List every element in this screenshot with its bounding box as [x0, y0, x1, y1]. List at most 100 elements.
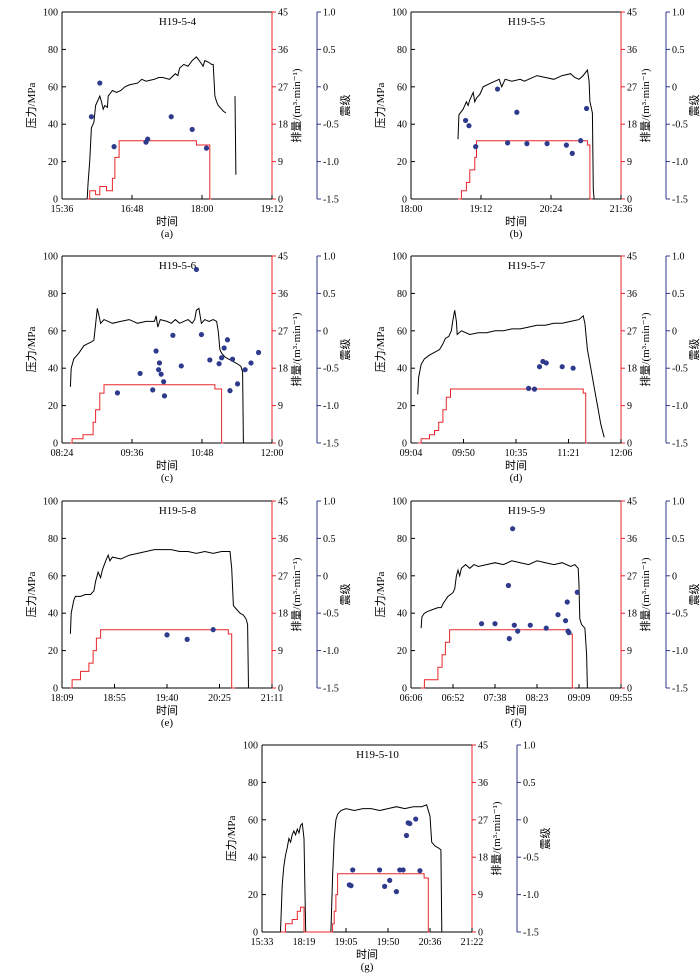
magnitude-tick-label: -1.0 [672, 157, 688, 168]
magnitude-point [569, 150, 575, 156]
rate-tick-label: 36 [627, 45, 637, 56]
rate-line [87, 140, 212, 200]
magnitude-point [153, 348, 159, 354]
pressure-line [234, 96, 237, 175]
x-tick-label: 18:00 [191, 204, 214, 215]
x-tick-label: 19:05 [335, 937, 358, 948]
rate-line [70, 629, 235, 689]
magnitude-tick-label: -1.0 [672, 401, 688, 412]
y-tick-label: 100 [392, 497, 407, 508]
rate-tick-label: 9 [627, 646, 632, 657]
magnitude-point [463, 117, 469, 124]
rate-tick-label: 18 [627, 120, 637, 131]
magnitude-tick-label: -1.0 [523, 890, 539, 901]
magnitude-tick-label: -1.0 [323, 157, 339, 168]
y-tick-label: 100 [243, 741, 258, 752]
magnitude-point [407, 820, 413, 827]
rate-tick-label: 18 [478, 853, 488, 864]
magnitude-tick-label: -0.5 [672, 120, 688, 131]
magnitude-tick-label: -1.5 [323, 684, 339, 695]
x-axis-title: 时间 [356, 948, 378, 961]
x-tick-label: 21:11 [261, 693, 283, 704]
rate-tick-label: 45 [627, 497, 637, 508]
rate-line [70, 384, 224, 444]
rate-tick-label: 27 [627, 82, 637, 93]
rate-tick-label: 27 [627, 326, 637, 337]
y-tick-label: 20 [48, 646, 58, 657]
y-tick-label: 0 [53, 684, 58, 695]
magnitude-tick-label: 1.0 [323, 497, 336, 508]
rate-tick-label: 18 [278, 609, 288, 620]
rate-tick-label: 45 [627, 252, 637, 263]
rate-tick-label: 18 [278, 120, 288, 131]
magnitude-point [543, 360, 549, 366]
x-axis-title: 时间 [505, 459, 527, 472]
x-axis-title: 时间 [156, 704, 178, 717]
rate-tick-label: 36 [478, 778, 488, 789]
pressure-axis-title: 压力/MPa [374, 82, 387, 128]
magnitude-axis-title: 震级 [688, 584, 700, 606]
magnitude-point [393, 889, 399, 895]
panel-f: 0 20 40 60 80 100 0 9 18 27 36 45 -1.5 -1.0 -0.5 0 0.5 1.… [374, 497, 700, 730]
magnitude-point [156, 360, 163, 366]
magnitude-point [583, 105, 590, 112]
magnitude-point [514, 109, 520, 115]
rate-tick-label: 9 [278, 157, 283, 168]
magnitude-point [207, 357, 213, 363]
magnitude-tick-label: 0 [672, 571, 677, 582]
y-tick-label: 40 [397, 120, 407, 131]
magnitude-tick-label: 0.5 [672, 45, 685, 56]
magnitude-point [466, 123, 472, 129]
magnitude-point [97, 80, 103, 86]
magnitude-axis-title: 震级 [339, 584, 352, 606]
panel-title: H19-5-7 [508, 260, 546, 272]
x-tick-label: 09:36 [121, 448, 144, 459]
panel-b: 0 20 40 60 80 100 0 9 18 27 36 45 -1.5 -1.0 -0.5 0 0.5 1.… [374, 8, 700, 241]
magnitude-point [221, 345, 227, 351]
y-tick-label: 100 [43, 252, 58, 263]
rate-tick-label: 45 [478, 741, 488, 752]
magnitude-point [387, 877, 393, 883]
rate-axis-title: 排量/(m³·min⁻¹) [489, 801, 503, 875]
magnitude-point [114, 390, 121, 396]
rate-tick-label: 18 [278, 364, 288, 375]
magnitude-point [224, 337, 231, 343]
panel-label: (f) [511, 717, 522, 729]
x-tick-label: 10:48 [191, 448, 214, 459]
pressure-axis-title: 压力/MPa [25, 82, 38, 128]
x-tick-label: 09:50 [452, 448, 475, 459]
magnitude-tick-label: -1.5 [523, 928, 539, 939]
magnitude-point [184, 636, 190, 642]
panel-d: 0 20 40 60 80 100 0 9 18 27 36 45 -1.5 -1.0 -0.5 0 0.5 1.… [374, 252, 700, 485]
magnitude-point [234, 381, 241, 387]
x-tick-label: 16:48 [121, 204, 144, 215]
magnitude-point [150, 387, 156, 393]
magnitude-point [382, 883, 388, 889]
rate-tick-label: 45 [627, 8, 637, 19]
x-tick-label: 12:00 [261, 448, 284, 459]
magnitude-point [515, 628, 521, 634]
y-tick-label: 80 [48, 534, 58, 545]
y-tick-label: 80 [48, 45, 58, 56]
y-tick-label: 40 [397, 609, 407, 620]
x-tick-label: 21:36 [610, 204, 633, 215]
x-tick-label: 08:24 [51, 448, 74, 459]
magnitude-point [417, 868, 423, 874]
x-tick-label: 07:38 [484, 693, 507, 704]
magnitude-tick-label: 0 [323, 571, 328, 582]
magnitude-point [229, 356, 236, 362]
rate-tick-label: 45 [278, 252, 288, 263]
panel-title: H19-5-6 [159, 260, 197, 272]
rate-tick-label: 36 [627, 289, 637, 300]
magnitude-point [506, 636, 512, 642]
magnitude-tick-label: -1.5 [672, 195, 688, 206]
magnitude-tick-label: 1.0 [672, 8, 685, 19]
magnitude-point [348, 883, 354, 889]
rate-tick-label: 0 [627, 195, 632, 206]
rate-tick-label: 0 [627, 439, 632, 450]
x-tick-label: 18:00 [400, 204, 423, 215]
magnitude-point [158, 371, 164, 377]
pressure-line [86, 56, 227, 200]
panel-title: H19-5-5 [508, 16, 546, 28]
